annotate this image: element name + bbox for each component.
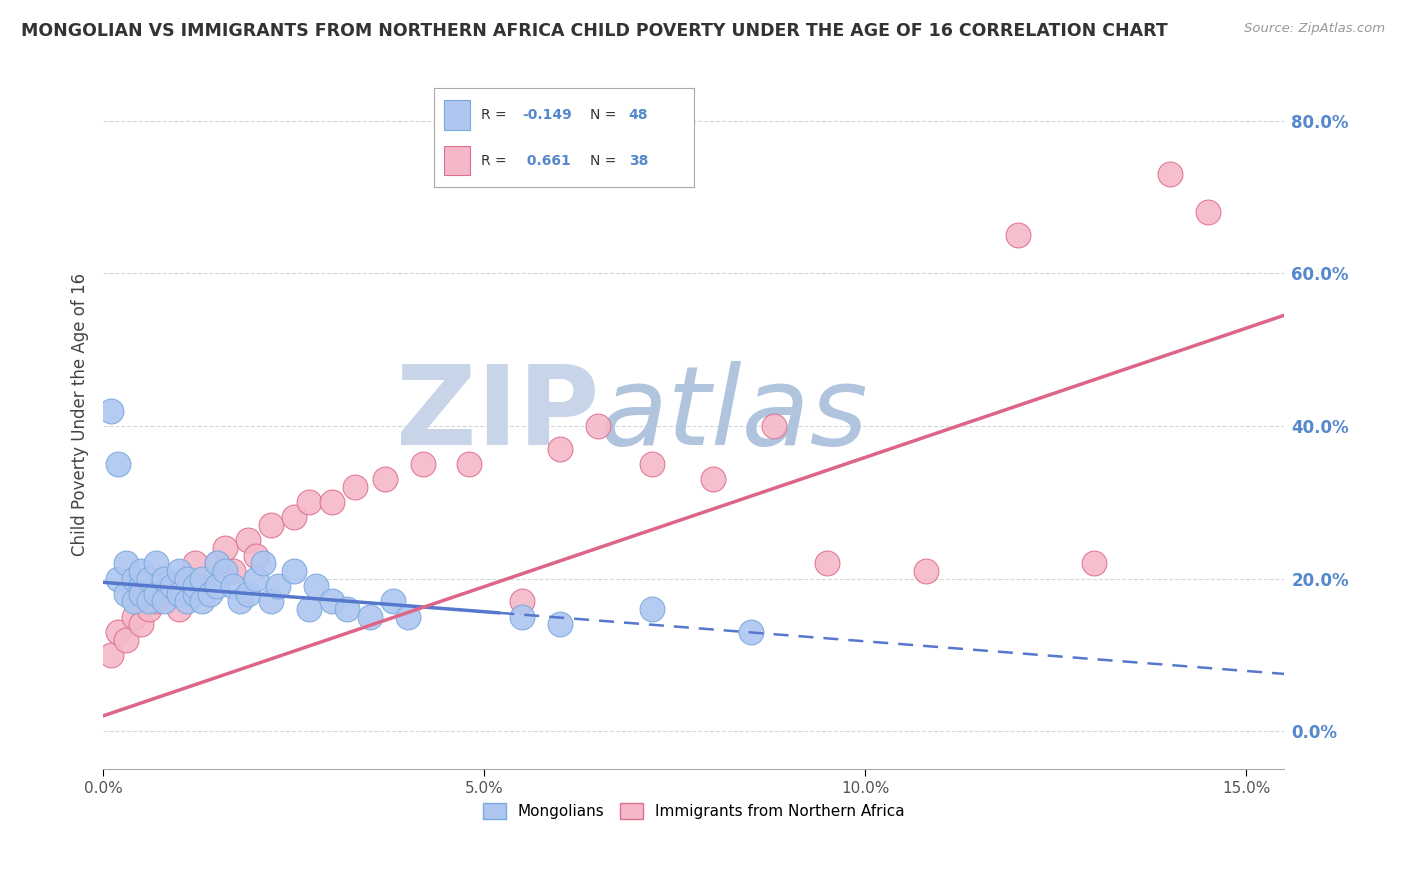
Point bbox=[129, 579, 152, 593]
Point bbox=[115, 632, 138, 647]
Legend: Mongolians, Immigrants from Northern Africa: Mongolians, Immigrants from Northern Afr… bbox=[477, 797, 911, 825]
Point bbox=[915, 564, 938, 578]
Point bbox=[1197, 205, 1219, 219]
Point bbox=[359, 609, 381, 624]
Point bbox=[115, 587, 138, 601]
Point bbox=[169, 587, 191, 601]
Point bbox=[191, 572, 214, 586]
Point bbox=[221, 579, 243, 593]
Point bbox=[1007, 228, 1029, 243]
Point bbox=[260, 518, 283, 533]
Point bbox=[321, 495, 343, 509]
Point bbox=[298, 602, 321, 616]
Point bbox=[145, 556, 167, 570]
Point bbox=[129, 564, 152, 578]
Point bbox=[236, 533, 259, 548]
Point bbox=[191, 594, 214, 608]
Point bbox=[412, 457, 434, 471]
Point bbox=[160, 579, 183, 593]
Point bbox=[183, 556, 205, 570]
Point bbox=[396, 609, 419, 624]
Point bbox=[207, 556, 229, 570]
Point bbox=[153, 594, 176, 608]
Point bbox=[510, 594, 533, 608]
Point bbox=[153, 572, 176, 586]
Text: Source: ZipAtlas.com: Source: ZipAtlas.com bbox=[1244, 22, 1385, 36]
Point bbox=[260, 594, 283, 608]
Point bbox=[183, 587, 205, 601]
Point bbox=[550, 617, 572, 632]
Point bbox=[245, 572, 267, 586]
Point bbox=[510, 609, 533, 624]
Point bbox=[160, 579, 183, 593]
Point bbox=[153, 587, 176, 601]
Point bbox=[207, 556, 229, 570]
Point bbox=[122, 609, 145, 624]
Point bbox=[229, 594, 252, 608]
Point bbox=[252, 556, 274, 570]
Text: ZIP: ZIP bbox=[396, 361, 599, 468]
Point bbox=[457, 457, 479, 471]
Point bbox=[198, 587, 221, 601]
Point bbox=[641, 602, 664, 616]
Point bbox=[343, 480, 366, 494]
Point bbox=[336, 602, 359, 616]
Point bbox=[145, 594, 167, 608]
Point bbox=[283, 510, 305, 524]
Point bbox=[374, 472, 396, 486]
Point bbox=[107, 572, 129, 586]
Point bbox=[129, 617, 152, 632]
Point bbox=[169, 602, 191, 616]
Point bbox=[214, 564, 236, 578]
Point bbox=[283, 564, 305, 578]
Point bbox=[1083, 556, 1105, 570]
Point bbox=[122, 594, 145, 608]
Point bbox=[122, 572, 145, 586]
Point bbox=[381, 594, 404, 608]
Point bbox=[183, 579, 205, 593]
Point bbox=[221, 564, 243, 578]
Point bbox=[1159, 167, 1181, 181]
Point bbox=[176, 594, 198, 608]
Point bbox=[641, 457, 664, 471]
Point bbox=[267, 579, 290, 593]
Point bbox=[214, 541, 236, 555]
Point bbox=[815, 556, 838, 570]
Point bbox=[245, 549, 267, 563]
Point bbox=[145, 587, 167, 601]
Point bbox=[305, 579, 328, 593]
Point bbox=[702, 472, 724, 486]
Point bbox=[100, 403, 122, 417]
Point bbox=[138, 602, 160, 616]
Point bbox=[138, 594, 160, 608]
Text: MONGOLIAN VS IMMIGRANTS FROM NORTHERN AFRICA CHILD POVERTY UNDER THE AGE OF 16 C: MONGOLIAN VS IMMIGRANTS FROM NORTHERN AF… bbox=[21, 22, 1168, 40]
Point bbox=[588, 418, 610, 433]
Point bbox=[176, 572, 198, 586]
Point bbox=[236, 587, 259, 601]
Text: atlas: atlas bbox=[599, 361, 868, 468]
Point bbox=[169, 564, 191, 578]
Y-axis label: Child Poverty Under the Age of 16: Child Poverty Under the Age of 16 bbox=[72, 273, 89, 556]
Point bbox=[207, 579, 229, 593]
Point bbox=[176, 572, 198, 586]
Point bbox=[191, 579, 214, 593]
Point bbox=[762, 418, 785, 433]
Point bbox=[115, 556, 138, 570]
Point bbox=[129, 587, 152, 601]
Point bbox=[107, 624, 129, 639]
Point bbox=[740, 624, 762, 639]
Point bbox=[550, 442, 572, 456]
Point bbox=[107, 457, 129, 471]
Point bbox=[138, 572, 160, 586]
Point bbox=[100, 648, 122, 662]
Point bbox=[321, 594, 343, 608]
Point bbox=[298, 495, 321, 509]
